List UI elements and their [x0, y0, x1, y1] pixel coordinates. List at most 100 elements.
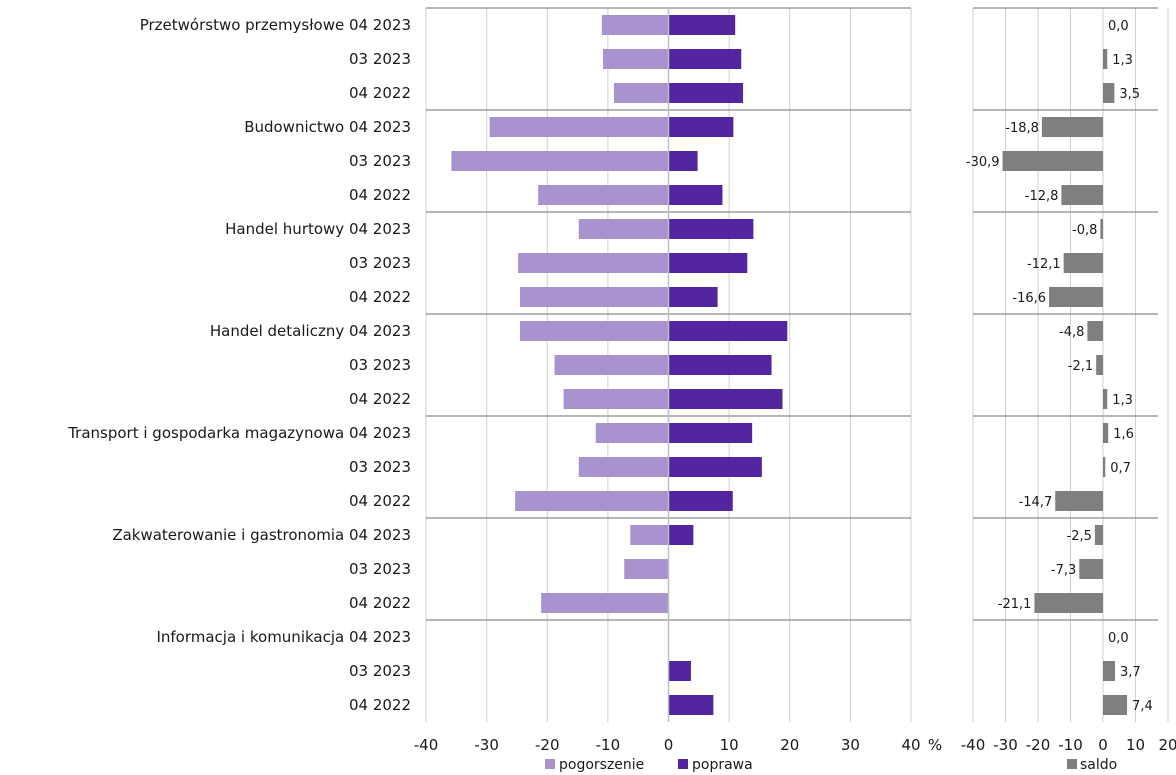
right-chart-bars: 0,0 1,3 3,5 -18,8 -30,9 -12,8 -0,8 -12,1 -16,6 -4… — [966, 19, 1153, 715]
saldo-data-label: -16,6 — [1012, 291, 1046, 306]
saldo-bar — [1094, 525, 1103, 545]
row-label-group: Handel hurtowy 04 2023 — [225, 220, 411, 238]
saldo-data-label: -7,3 — [1051, 563, 1076, 578]
row-label-group: Handel detaliczny 04 2023 — [210, 322, 411, 340]
saldo-data-label: -12,1 — [1027, 257, 1061, 272]
poprawa-bar — [668, 389, 783, 409]
pogorszenie-bar — [538, 185, 669, 205]
left-x-tick-label: 20 — [780, 736, 799, 754]
saldo-bar — [1063, 253, 1103, 273]
legend-swatch-pogorszenie — [545, 759, 555, 769]
row-label-group: Zakwaterowanie i gastronomia 04 2023 — [112, 526, 411, 544]
poprawa-bar — [668, 151, 698, 171]
row-label-period: 04 2022 — [349, 186, 411, 204]
legend-label-poprawa: poprawa — [692, 757, 753, 773]
right-x-tick-label: 10 — [1126, 736, 1145, 754]
saldo-bar — [1041, 117, 1103, 137]
saldo-data-label: -30,9 — [966, 155, 1000, 170]
saldo-bar — [1103, 389, 1108, 409]
poprawa-bar — [668, 49, 742, 69]
saldo-bar — [1055, 491, 1103, 511]
left-x-tick-label: -40 — [414, 736, 439, 754]
saldo-data-label: 0,0 — [1108, 19, 1129, 34]
right-x-tick-label: -40 — [961, 736, 986, 754]
pogorszenie-bar — [515, 491, 669, 511]
pogorszenie-bar — [519, 321, 669, 341]
right-x-tick-label: -20 — [1026, 736, 1051, 754]
pogorszenie-bar — [451, 151, 669, 171]
left-x-tick-label: 0 — [664, 736, 674, 754]
left-x-tick-label: 40 — [901, 736, 920, 754]
pogorszenie-bar — [601, 15, 669, 35]
saldo-bar — [1096, 355, 1103, 375]
poprawa-bar — [668, 83, 744, 103]
poprawa-bar — [668, 287, 718, 307]
row-labels: Przetwórstwo przemysłowe 04 2023 03 2023 0… — [67, 16, 411, 714]
saldo-data-label: -4,8 — [1059, 325, 1084, 340]
poprawa-bar — [668, 321, 788, 341]
pogorszenie-bar — [603, 49, 669, 69]
left-x-tick-label: -10 — [596, 736, 621, 754]
row-label-group: Transport i gospodarka magazynowa 04 202… — [67, 424, 411, 442]
saldo-bar — [1061, 185, 1103, 205]
row-label-period: 03 2023 — [349, 662, 411, 680]
row-label-period: 03 2023 — [349, 560, 411, 578]
row-label-period: 03 2023 — [349, 50, 411, 68]
poprawa-bar — [668, 185, 723, 205]
saldo-bar — [1103, 423, 1109, 443]
saldo-bar — [1103, 661, 1116, 681]
poprawa-bar — [668, 253, 748, 273]
legend-swatch-saldo — [1067, 759, 1077, 769]
row-label-period: 03 2023 — [349, 152, 411, 170]
right-x-tick-label: 20 — [1158, 736, 1176, 754]
left-x-tick-label: -20 — [535, 736, 560, 754]
saldo-bar — [1087, 321, 1103, 341]
pogorszenie-bar — [613, 83, 669, 103]
row-label-period: 04 2022 — [349, 390, 411, 408]
saldo-bar — [1002, 151, 1103, 171]
poprawa-bar — [668, 695, 714, 715]
saldo-bar — [1100, 219, 1103, 239]
saldo-data-label: -2,1 — [1068, 359, 1093, 374]
left-x-tick-label: 10 — [720, 736, 739, 754]
legend-label-pogorszenie: pogorszenie — [559, 757, 644, 773]
pogorszenie-bar — [518, 253, 669, 273]
saldo-data-label: 3,5 — [1119, 87, 1140, 102]
pogorszenie-bar — [541, 593, 669, 613]
row-label-period: 03 2023 — [349, 356, 411, 374]
row-label-group: Przetwórstwo przemysłowe 04 2023 — [140, 16, 411, 34]
legend-swatch-poprawa — [678, 759, 688, 769]
saldo-bar — [1049, 287, 1103, 307]
poprawa-bar — [668, 355, 772, 375]
pogorszenie-bar — [563, 389, 669, 409]
row-label-period: 04 2022 — [349, 288, 411, 306]
saldo-data-label: -21,1 — [998, 597, 1032, 612]
saldo-data-label: 1,6 — [1113, 427, 1134, 442]
saldo-bar — [1103, 83, 1115, 103]
row-label-group: Informacja i komunikacja 04 2023 — [156, 628, 411, 646]
saldo-data-label: 0,7 — [1110, 461, 1131, 476]
row-label-period: 04 2022 — [349, 84, 411, 102]
saldo-data-label: 0,0 — [1108, 631, 1129, 646]
pogorszenie-bar — [554, 355, 669, 375]
legend: pogorszenie poprawa saldo — [545, 757, 1117, 773]
pogorszenie-bar — [578, 219, 669, 239]
left-x-tick-label: 30 — [841, 736, 860, 754]
poprawa-bar — [668, 219, 754, 239]
poprawa-bar — [668, 525, 694, 545]
left-x-tick-label: -30 — [474, 736, 499, 754]
pogorszenie-bar — [595, 423, 669, 443]
saldo-data-label: -12,8 — [1025, 189, 1059, 204]
row-label-group: Budownictwo 04 2023 — [244, 118, 411, 136]
saldo-data-label: -0,8 — [1072, 223, 1097, 238]
row-label-period: 03 2023 — [349, 458, 411, 476]
row-label-period: 04 2022 — [349, 594, 411, 612]
poprawa-bar — [668, 491, 733, 511]
group-separators — [426, 7, 1158, 621]
legend-label-saldo: saldo — [1080, 757, 1117, 773]
saldo-data-label: 3,7 — [1120, 665, 1141, 680]
saldo-data-label: 7,4 — [1132, 699, 1153, 714]
saldo-bar — [1103, 457, 1106, 477]
poprawa-bar — [668, 117, 734, 137]
left-x-axis: -40 -30 -20 -10 0 10 20 30 40% — [414, 736, 942, 754]
